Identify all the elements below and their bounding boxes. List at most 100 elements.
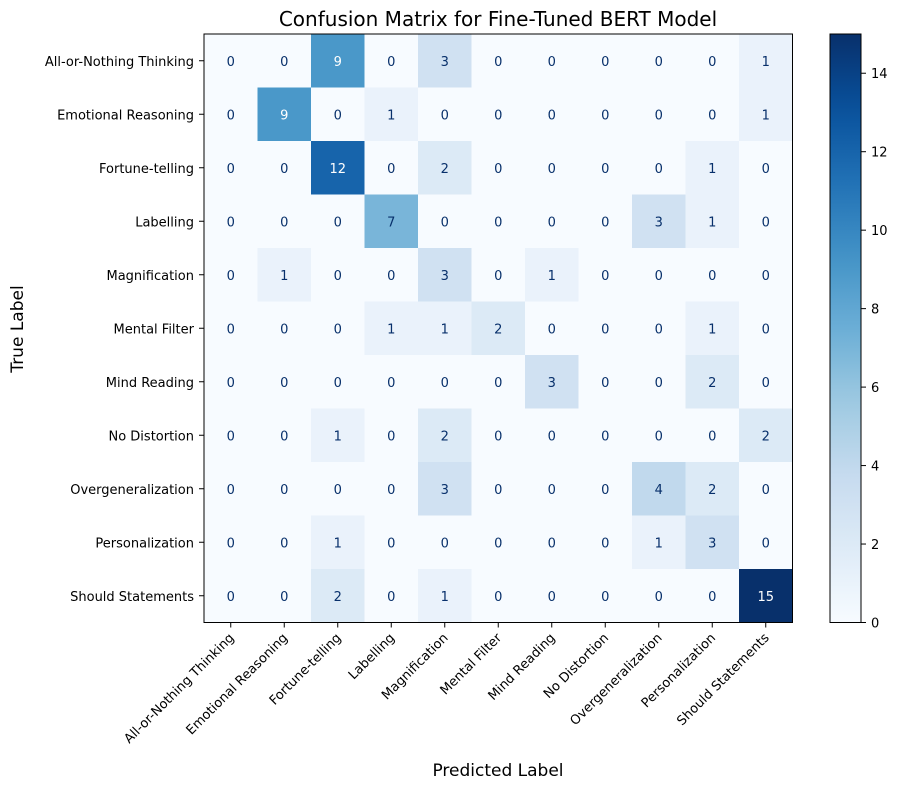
- cell-value-label: 0: [494, 483, 502, 498]
- heatmap-cell: [418, 569, 472, 623]
- heatmap-cell: [471, 408, 526, 463]
- heatmap-cell: [257, 569, 312, 623]
- heatmap-cell: [204, 569, 258, 623]
- heatmap-cell: [578, 87, 633, 142]
- colorbar-tick-label: 6: [871, 381, 879, 396]
- heatmap-cell: [311, 141, 365, 195]
- cell-value-label: 0: [280, 536, 288, 551]
- cell-value-label: 0: [227, 215, 235, 230]
- cell-value-label: 7: [387, 215, 395, 230]
- cell-value-label: 0: [227, 590, 235, 605]
- cell-value-label: 0: [601, 215, 609, 230]
- heatmap-cell: [257, 408, 312, 463]
- y-tick-label: Overgeneralization: [70, 483, 194, 498]
- x-tick-label: All-or-Nothing Thinking: [122, 631, 238, 747]
- cell-value-label: 3: [708, 536, 716, 551]
- cell-value-label: 0: [494, 590, 502, 605]
- cell-value-label: 0: [762, 215, 770, 230]
- cell-value-label: 0: [655, 590, 663, 605]
- cell-value-label: 0: [762, 322, 770, 337]
- cell-value-label: 12: [329, 162, 346, 177]
- heatmap-cell: [739, 141, 793, 195]
- cell-value-label: 2: [708, 483, 716, 498]
- cell-value-label: 0: [227, 269, 235, 284]
- cell-value-label: 0: [280, 483, 288, 498]
- cell-value-label: 1: [708, 322, 716, 337]
- x-tick-label: Should Statements: [674, 631, 772, 729]
- colorbar-tick-label: 0: [871, 617, 879, 632]
- cell-value-label: 1: [280, 269, 288, 284]
- heatmap-cell: [364, 141, 419, 195]
- cell-value-label: 0: [708, 108, 716, 123]
- heatmap-cell: [418, 515, 472, 570]
- cell-value-label: 1: [655, 536, 663, 551]
- heatmap-cell: [418, 355, 472, 409]
- cell-value-label: 0: [280, 376, 288, 391]
- heatmap-cell: [632, 408, 686, 463]
- heatmap-cell: [525, 408, 579, 463]
- heatmap-cell: [257, 301, 312, 356]
- cell-value-label: 0: [387, 269, 395, 284]
- cell-value-label: 0: [762, 536, 770, 551]
- heatmap-cell: [632, 248, 686, 302]
- heatmap-cell: [311, 515, 365, 570]
- cell-value-label: 0: [601, 536, 609, 551]
- heatmap-cell: [739, 515, 793, 570]
- heatmap-cell: [257, 87, 312, 142]
- y-tick-label: All-or-Nothing Thinking: [45, 55, 194, 70]
- cell-value-label: 0: [708, 590, 716, 605]
- heatmap-cell: [204, 515, 258, 570]
- chart-title: Confusion Matrix for Fine-Tuned BERT Mod…: [279, 7, 717, 31]
- heatmap-cell: [311, 462, 365, 516]
- heatmap-cell: [525, 87, 579, 142]
- cell-value-label: 0: [655, 429, 663, 444]
- cell-value-label: 0: [655, 162, 663, 177]
- cell-value-label: 0: [441, 215, 449, 230]
- heatmap-cell: [739, 408, 793, 463]
- cell-value-label: 0: [280, 429, 288, 444]
- heatmap-cell: [257, 34, 312, 88]
- cell-value-label: 0: [601, 108, 609, 123]
- heatmap-cell: [739, 87, 793, 142]
- cell-value-label: 0: [280, 55, 288, 70]
- cell-value-label: 0: [655, 108, 663, 123]
- cell-value-label: 0: [334, 215, 342, 230]
- heatmap-cell: [578, 462, 633, 516]
- cell-value-label: 0: [548, 215, 556, 230]
- heatmap-cell: [311, 194, 365, 249]
- heatmap-cell: [525, 141, 579, 195]
- heatmap-cell: [685, 408, 740, 463]
- heatmap-cell: [418, 248, 472, 302]
- cell-value-label: 0: [334, 483, 342, 498]
- heatmap-cell: [471, 34, 526, 88]
- cell-value-label: 0: [548, 162, 556, 177]
- heatmap-cell: [364, 569, 419, 623]
- heatmap-cell: [257, 194, 312, 249]
- heatmap-cell: [525, 194, 579, 249]
- heatmap-cell: [632, 34, 686, 88]
- cell-value-label: 0: [441, 108, 449, 123]
- heatmap-cell: [204, 408, 258, 463]
- cell-value-label: 0: [548, 536, 556, 551]
- heatmap-cell: [739, 301, 793, 356]
- cell-value-label: 3: [548, 376, 556, 391]
- heatmap-cell: [685, 194, 740, 249]
- y-tick-label: Labelling: [135, 215, 194, 230]
- cell-value-label: 0: [387, 483, 395, 498]
- cell-value-label: 1: [441, 590, 449, 605]
- heatmap-cell: [364, 462, 419, 516]
- heatmap-cell: [739, 355, 793, 409]
- heatmap-cell: [204, 301, 258, 356]
- heatmap-cell: [418, 34, 472, 88]
- cell-value-label: 0: [601, 483, 609, 498]
- cell-value-label: 3: [441, 483, 449, 498]
- heatmap-cell: [685, 34, 740, 88]
- cell-value-label: 0: [708, 269, 716, 284]
- heatmap-cell: [632, 194, 686, 249]
- colorbar-gradient: [830, 34, 861, 623]
- y-tick-label: Mind Reading: [106, 376, 194, 391]
- cell-value-label: 0: [227, 108, 235, 123]
- heatmap-cell: [525, 248, 579, 302]
- cell-value-label: 0: [280, 322, 288, 337]
